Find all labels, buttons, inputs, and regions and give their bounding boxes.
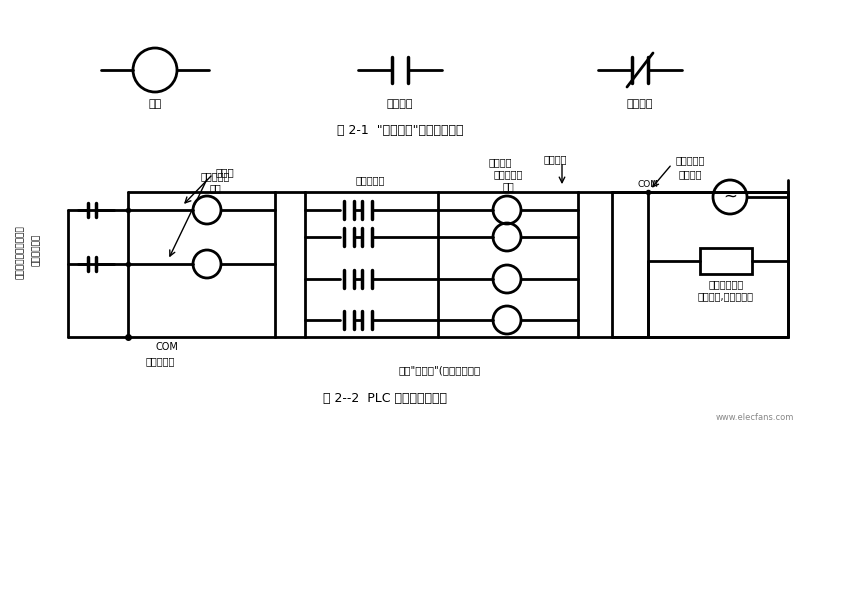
- Text: 输出接点: 输出接点: [543, 154, 566, 164]
- Text: 图 2-1  "软继电器"的线圈与接点: 图 2-1 "软继电器"的线圈与接点: [336, 124, 464, 137]
- Text: 常开接点: 常开接点: [387, 99, 413, 109]
- Text: 输入端: 输入端: [216, 167, 234, 177]
- Text: 负载电源: 负载电源: [679, 169, 701, 179]
- Text: 内部"软接线"(用程序实现）: 内部"软接线"(用程序实现）: [399, 365, 481, 375]
- Bar: [700, 248, 752, 274]
- Text: 用户输出设备
（接触器,电磁阀等）: 用户输出设备 （接触器,电磁阀等）: [698, 279, 754, 301]
- Text: 图 2--2  PLC 控制系统的组成: 图 2--2 PLC 控制系统的组成: [323, 392, 447, 406]
- Text: 继电器接点: 继电器接点: [355, 175, 384, 185]
- Text: 常闭接点: 常闭接点: [626, 99, 653, 109]
- Text: 输出接点: 输出接点: [488, 157, 512, 167]
- Text: 输入公共端: 输入公共端: [145, 356, 175, 366]
- Text: （按钮、限位开关等）: （按钮、限位开关等）: [15, 225, 24, 279]
- Text: 用户输入设备: 用户输入设备: [31, 234, 40, 266]
- Text: www.elecfans.com: www.elecfans.com: [716, 413, 794, 422]
- Text: COM: COM: [156, 342, 179, 352]
- Text: COM: COM: [637, 179, 658, 188]
- Text: 线圈: 线圈: [148, 99, 162, 109]
- Text: 输入继电器
线圈: 输入继电器 线圈: [201, 171, 229, 193]
- Text: ~: ~: [723, 188, 737, 206]
- Text: 内部继电器
线圈: 内部继电器 线圈: [493, 169, 523, 191]
- Text: 输出公共端: 输出公共端: [675, 155, 705, 165]
